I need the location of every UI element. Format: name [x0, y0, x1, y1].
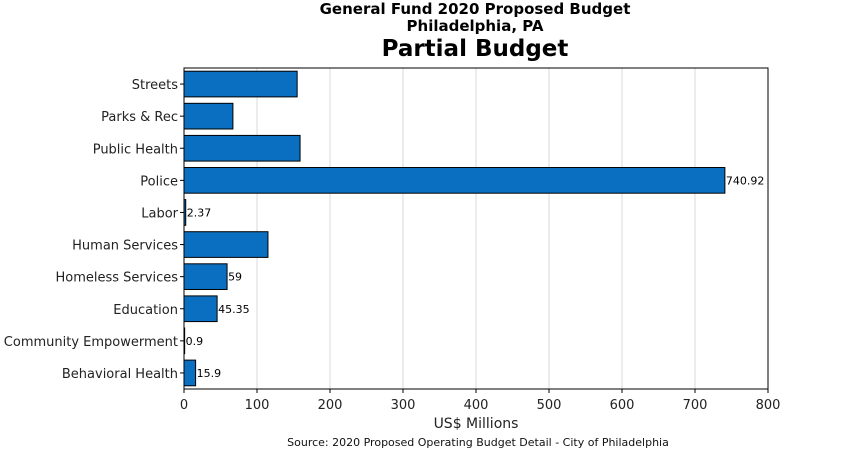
chart-suptitle-line2: Philadelphia, PA: [406, 17, 544, 35]
data-labels: 740.92 2.37 59 45.35 0.9 15.9: [186, 174, 765, 380]
x-tick-label: 700: [683, 398, 708, 413]
source-note: Source: 2020 Proposed Operating Budget D…: [287, 436, 669, 449]
y-category-label: Parks & Rec: [101, 110, 178, 125]
data-label: 45.35: [218, 303, 250, 316]
bar: [183, 167, 726, 194]
x-tick-label: 0: [180, 398, 188, 413]
data-label: 2.37: [187, 206, 212, 219]
y-axis-labels: Streets Parks & Rec Public Health Police Lab…: [4, 78, 184, 382]
x-tick-label: 600: [610, 398, 635, 413]
gridlines: [256, 68, 696, 389]
y-category-label: Public Health: [93, 142, 178, 157]
bar: [183, 263, 228, 290]
y-category-label: Police: [140, 174, 178, 189]
y-category-label: Community Empowerment: [4, 335, 178, 350]
y-category-label: Homeless Services: [56, 271, 179, 286]
bar: [183, 102, 234, 130]
x-tick-label: 400: [464, 398, 489, 413]
x-tick-label: 300: [391, 398, 416, 413]
data-label: 15.9: [197, 367, 222, 380]
chart-suptitle-line1: General Fund 2020 Proposed Budget: [319, 0, 631, 18]
y-category-label: Streets: [132, 78, 179, 93]
y-category-label: Human Services: [72, 239, 178, 254]
x-tick-label: 500: [537, 398, 562, 413]
data-label: 59: [228, 271, 242, 284]
x-tick-label: 200: [318, 398, 343, 413]
x-tick-label: 100: [245, 398, 270, 413]
bar: [183, 70, 298, 98]
y-category-label: Behavioral Health: [62, 367, 178, 382]
y-category-label: Education: [113, 303, 178, 318]
x-axis-ticks: 0 100 200 300 400 500 600 700 800: [180, 389, 781, 413]
bar: [183, 134, 301, 162]
x-axis-title: US$ Millions: [434, 416, 519, 432]
chart-title: Partial Budget: [381, 36, 569, 62]
bars-group: [183, 70, 726, 387]
bar: [183, 295, 218, 323]
x-tick-label: 800: [756, 398, 781, 413]
y-category-label: Labor: [141, 206, 178, 221]
data-label: 740.92: [726, 174, 765, 187]
bar: [183, 231, 269, 258]
data-label: 0.9: [186, 335, 204, 348]
bar: [183, 359, 197, 387]
